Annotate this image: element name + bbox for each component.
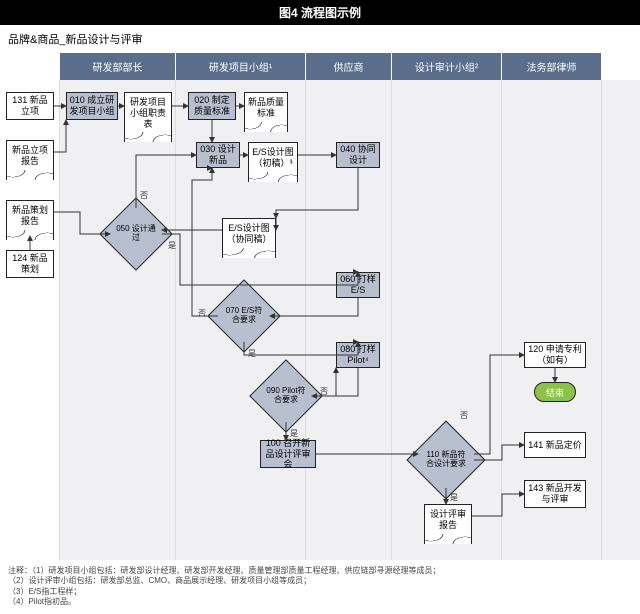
node-080: 080 打样Pilot⁴ [336, 342, 380, 368]
decision-110: 110 新品符合设计要求 [418, 432, 474, 488]
node-060: 060 打样E/S [336, 272, 380, 298]
node-141: 141 新品定价 [524, 432, 586, 458]
label-yes-090: 是 [290, 428, 298, 439]
label-no-110: 否 [460, 410, 468, 421]
node-124: 124 新品策划 [6, 250, 54, 278]
node-143: 143 新品开发与评审 [524, 480, 586, 508]
label-no-050: 否 [140, 190, 148, 201]
doc-es-first: E/S设计图（初稿）³ [248, 142, 298, 177]
label-no-070: 否 [198, 308, 206, 319]
doc-review-report: 设计评审报告 [424, 504, 472, 539]
node-020: 020 制定质量标准 [188, 92, 236, 120]
node-100: 100 召开新品设计评审会 [260, 440, 316, 468]
terminator-end: 结束 [534, 382, 576, 402]
doc-proj-report: 新品立项报告 [6, 140, 54, 175]
label-yes-110: 是 [450, 492, 458, 503]
doc-team-resp: 研发项目小组职责表 [124, 92, 172, 137]
figure-title: 图4 流程图示例 [0, 0, 640, 25]
node-131: 131 新品立项 [6, 92, 54, 120]
decision-090: 090 Pilot符合要求 [260, 370, 312, 422]
node-120: 120 申请专利（如有） [524, 342, 586, 368]
figure-subtitle: 品牌&商品_新品设计与评审 [0, 25, 640, 53]
swimlane-body: 131 新品立项 新品立项报告 新品策划报告 124 新品策划 010 成立研发… [0, 80, 640, 560]
node-010: 010 成立研发项目小组 [66, 92, 118, 120]
label-yes-050: 是 [168, 240, 176, 251]
doc-qstd: 新品质量标准 [244, 92, 288, 127]
decision-050: 050 设计通过 [110, 208, 162, 260]
footnotes: 注释：（1）研发项目小组包括：研发部设计经理、研发部开发经理、质量管理部质量工程… [0, 560, 640, 614]
label-yes-070: 是 [248, 348, 256, 359]
node-040: 040 协同设计 [336, 142, 380, 168]
decision-070: 070 E/S符合要求 [218, 290, 270, 342]
doc-plan-report: 新品策划报告 [6, 200, 54, 235]
node-030: 030 设计新品 [196, 142, 240, 168]
swimlane-header: 研发部部长研发项目小组¹供应商设计审计小组²法务部律师 [0, 53, 640, 80]
doc-es-co: E/S设计图（协同稿） [222, 218, 276, 253]
label-no-090: 否 [320, 386, 328, 397]
